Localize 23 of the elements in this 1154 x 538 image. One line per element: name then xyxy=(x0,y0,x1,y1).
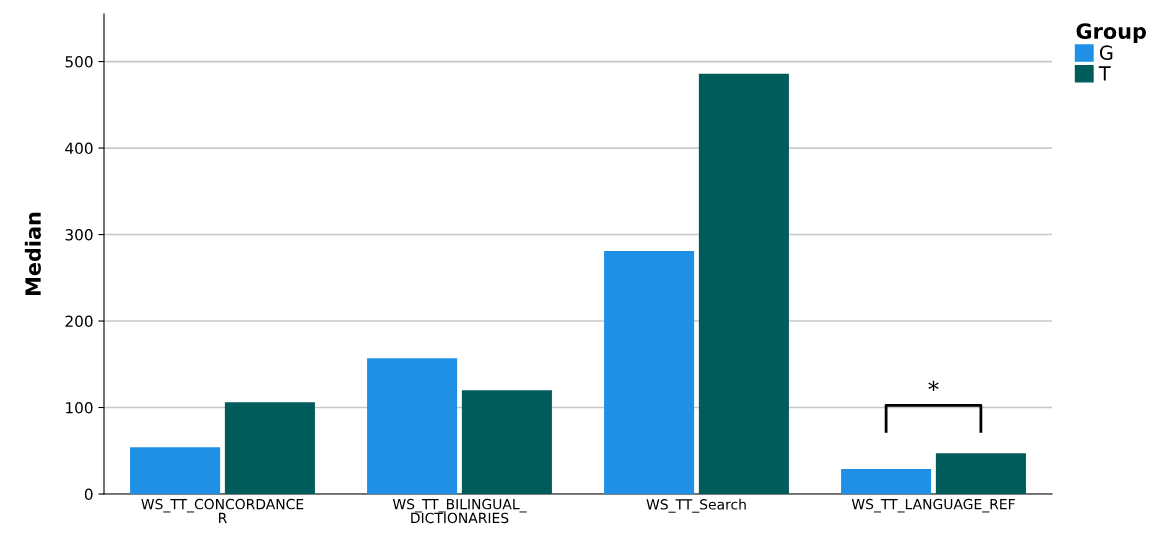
x-tick-label: WS_TT_CONCORDANCE R xyxy=(141,498,304,523)
y-tick-label: 300 xyxy=(65,229,93,241)
bar xyxy=(698,73,789,494)
y-tick-label: 400 xyxy=(65,142,93,155)
y-axis-title: Median xyxy=(24,212,41,295)
legend-title: Group xyxy=(1076,23,1146,44)
bar xyxy=(604,250,695,494)
y-tick-label: 100 xyxy=(66,401,93,414)
bar xyxy=(461,390,552,494)
annotation: * xyxy=(928,380,939,391)
bar xyxy=(841,468,932,494)
legend-label: G xyxy=(1099,45,1113,61)
bar xyxy=(130,447,221,494)
bar xyxy=(224,402,315,494)
legend-label: T xyxy=(1098,66,1111,81)
bar xyxy=(935,453,1026,494)
x-tick-label: WS_TT_BILINGUAL_ DICTIONARIES xyxy=(392,498,527,524)
x-tick-label: WS_TT_Search xyxy=(646,498,746,513)
y-tick-label: 0 xyxy=(84,488,93,501)
x-tick-label: WS_TT_LANGUAGE_REF xyxy=(851,498,1015,513)
y-tick-label: 500 xyxy=(65,56,93,68)
y-tick-label: 200 xyxy=(65,315,93,328)
bar xyxy=(367,358,458,494)
